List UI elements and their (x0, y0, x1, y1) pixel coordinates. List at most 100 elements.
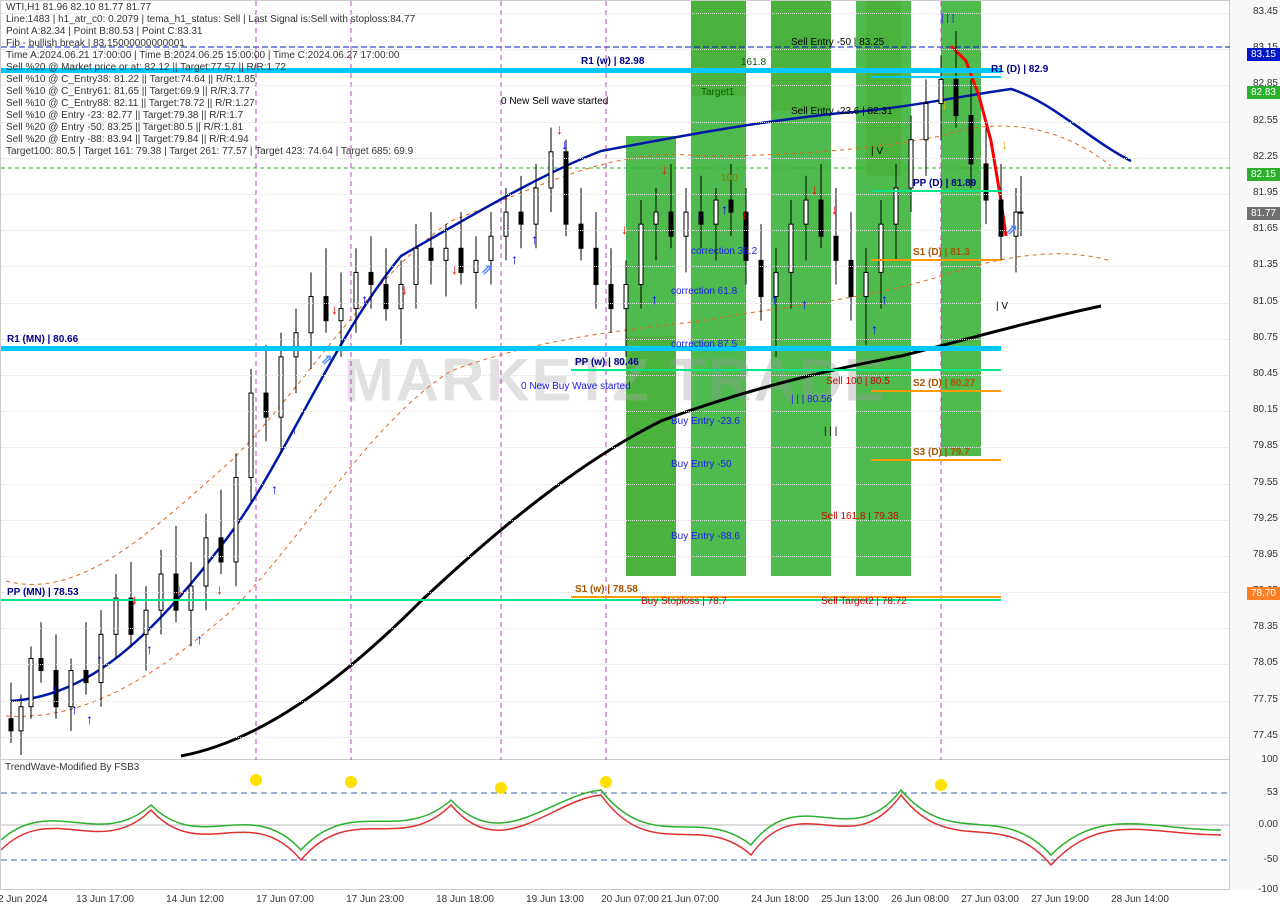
signal-arrow-icon: ↑ (146, 641, 153, 657)
header-info-line: Point A:82.34 | Point B:80.53 | Point C:… (6, 26, 202, 37)
header-info-line: Sell %10 @ C_Entry88: 82.11 || Target:78… (6, 98, 255, 109)
price-marker: 78.70 (1247, 587, 1280, 600)
chart-annotation: Sell Target2 | 78.72 (821, 596, 907, 607)
chart-annotation: 0 New Sell wave started (501, 96, 608, 107)
pivot-line (871, 190, 1001, 192)
x-tick-label: 20 Jun 07:00 (601, 894, 659, 905)
x-tick-label: 28 Jun 14:00 (1111, 894, 1169, 905)
signal-arrow-icon: ↓ (131, 591, 138, 607)
gridline-h (1, 447, 1231, 448)
y-tick-label: 78.95 (1253, 549, 1278, 560)
signal-arrow-icon: ↑ (71, 701, 78, 717)
chart-annotation: Buy Entry -23.6 (671, 416, 740, 427)
y-tick-label: 80.45 (1253, 368, 1278, 379)
gridline-h (1, 303, 1231, 304)
x-axis: 12 Jun 202413 Jun 17:0014 Jun 12:0017 Ju… (0, 890, 1230, 920)
y-tick-label: 77.75 (1253, 694, 1278, 705)
signal-arrow-icon: ↑ (771, 291, 778, 307)
pivot-line (871, 390, 1001, 392)
indicator-overlay-svg (1, 760, 1231, 890)
gridline-h (1, 737, 1231, 738)
chart-annotation: Buy Entry -50 (671, 459, 732, 470)
signal-arrow-icon: ↓ (451, 261, 458, 277)
signal-arrow-icon: ↑ (86, 711, 93, 727)
gridline-h (1, 628, 1231, 629)
y-tick-label: 82.55 (1253, 115, 1278, 126)
signal-arrow-icon: ⇗ (321, 351, 333, 368)
y-tick-label: 81.95 (1253, 187, 1278, 198)
pivot-label: R1 (D) | 82.9 (991, 64, 1048, 75)
y-tick-label: 80.15 (1253, 404, 1278, 415)
x-tick-label: 27 Jun 19:00 (1031, 894, 1089, 905)
header-info-line: Sell %20 @ Entry -50: 83.25 || Target:80… (6, 122, 243, 133)
signal-arrow-icon: ↑ (651, 291, 658, 307)
y-tick-label: 79.55 (1253, 477, 1278, 488)
header-info-line: Sell %20 @ Market price or at: 82.12 || … (6, 62, 286, 73)
signal-arrow-icon: ↓ (941, 96, 948, 112)
signal-arrow-icon: ↓ (661, 161, 668, 177)
x-tick-label: 17 Jun 23:00 (346, 894, 404, 905)
gridline-h (1, 266, 1231, 267)
signal-arrow-icon: ↑ (801, 296, 808, 312)
pivot-label: PP (D) | 81.89 (913, 178, 976, 189)
pivot-label: PP (w) | 80.46 (575, 357, 639, 368)
price-marker: 81.77 (1247, 207, 1280, 220)
x-tick-label: 19 Jun 13:00 (526, 894, 584, 905)
y-tick-label: 79.85 (1253, 440, 1278, 451)
chart-annotation: | | | (941, 13, 954, 24)
y-tick-label: 80.75 (1253, 332, 1278, 343)
gridline-h (1, 375, 1231, 376)
gridline-h (1, 484, 1231, 485)
signal-arrow-icon: ⇗ (1006, 221, 1018, 238)
header-info-line: Sell %10 @ C_Entry38: 81.22 || Target:74… (6, 74, 255, 85)
signal-arrow-icon: ↓ (216, 581, 223, 597)
signal-arrow-icon: ↓ (401, 281, 408, 297)
x-tick-label: 27 Jun 03:00 (961, 894, 1019, 905)
signal-arrow-icon: ↑ (871, 321, 878, 337)
signal-arrow-icon: ↑ (271, 481, 278, 497)
signal-arrow-icon: ↑ (511, 251, 518, 267)
y-tick-label: 81.65 (1253, 223, 1278, 234)
chart-annotation: | V (871, 146, 883, 157)
chart-title: WTI,H1 81.96 82.10 81.77 81.77 (6, 2, 151, 13)
y-tick-label: 81.05 (1253, 296, 1278, 307)
pivot-line (871, 459, 1001, 461)
gridline-h (1, 339, 1231, 340)
chart-annotation: correction 87.5 (671, 339, 737, 350)
signal-arrow-icon: ↑ (361, 291, 368, 307)
chart-annotation: Sell 100 | 80.5 (826, 376, 890, 387)
x-tick-label: 21 Jun 07:00 (661, 894, 719, 905)
signal-arrow-icon: ↓ (556, 121, 563, 137)
signal-arrow-icon: ↑ (531, 231, 538, 247)
y-tick-label: 79.25 (1253, 513, 1278, 524)
chart-annotation: 100 (721, 173, 738, 184)
chart-annotation: Target1 (701, 87, 734, 98)
header-info-line: Sell %10 @ C_Entry61: 81.65 || Target:69… (6, 86, 250, 97)
chart-annotation: Sell 161.8 | 79.38 (821, 511, 899, 522)
x-tick-label: 12 Jun 2024 (0, 894, 48, 905)
signal-arrow-icon: ↓ (741, 206, 748, 222)
chart-annotation: | V (996, 301, 1008, 312)
chart-annotation: | | | (824, 426, 837, 437)
signal-arrow-icon: ↑ (196, 631, 203, 647)
price-marker: 82.15 (1247, 168, 1280, 181)
green-zone (856, 1, 911, 576)
pivot-line (1, 346, 1001, 351)
price-marker: 83.15 (1247, 48, 1280, 61)
header-info-line: Sell %10 @ Entry -23: 82.77 || Target:79… (6, 110, 243, 121)
gridline-h (1, 158, 1231, 159)
chart-annotation: Sell Entry -23.6 | 82.31 (791, 106, 893, 117)
signal-arrow-icon: ↓ (331, 301, 338, 317)
signal-arrow-icon: ↓ (561, 136, 568, 152)
chart-annotation: correction 38.2 (691, 246, 757, 257)
y-axis-indicator: 100530.00-50-100 (1230, 760, 1280, 890)
ind-y-tick: -100 (1258, 884, 1278, 895)
pivot-label: R1 (w) | 82.98 (581, 56, 644, 67)
signal-arrow-icon: ↑ (291, 421, 298, 437)
signal-arrow-icon: ↓ (831, 201, 838, 217)
y-tick-label: 83.45 (1253, 6, 1278, 17)
green-zone (771, 1, 831, 576)
indicator-chart[interactable]: TrendWave-Modified By FSB3 (0, 760, 1230, 890)
signal-arrow-icon: ↑ (51, 681, 58, 697)
pivot-line (571, 369, 1001, 371)
